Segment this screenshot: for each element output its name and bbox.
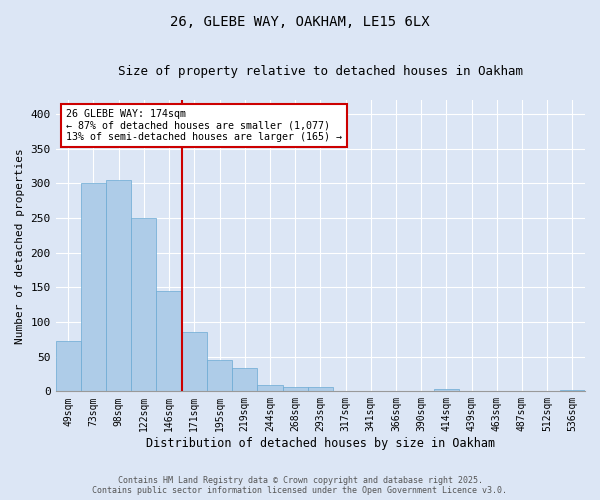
Bar [283, 387, 308, 392]
Bar [131, 218, 157, 392]
Text: Contains HM Land Registry data © Crown copyright and database right 2025.
Contai: Contains HM Land Registry data © Crown c… [92, 476, 508, 495]
Bar [257, 385, 283, 392]
Bar [157, 291, 182, 392]
Y-axis label: Number of detached properties: Number of detached properties [15, 148, 25, 344]
Bar [232, 368, 257, 392]
X-axis label: Distribution of detached houses by size in Oakham: Distribution of detached houses by size … [146, 437, 495, 450]
Bar [207, 360, 232, 392]
Text: 26 GLEBE WAY: 174sqm
← 87% of detached houses are smaller (1,077)
13% of semi-de: 26 GLEBE WAY: 174sqm ← 87% of detached h… [66, 108, 342, 142]
Bar [81, 183, 106, 392]
Bar [560, 390, 585, 392]
Bar [56, 340, 81, 392]
Bar [106, 180, 131, 392]
Bar [308, 387, 333, 392]
Bar [434, 390, 459, 392]
Text: 26, GLEBE WAY, OAKHAM, LE15 6LX: 26, GLEBE WAY, OAKHAM, LE15 6LX [170, 15, 430, 29]
Title: Size of property relative to detached houses in Oakham: Size of property relative to detached ho… [118, 65, 523, 78]
Bar [182, 332, 207, 392]
